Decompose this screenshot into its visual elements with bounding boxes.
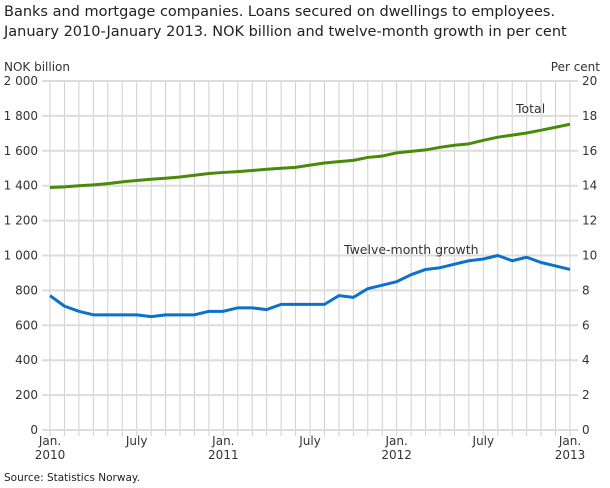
y2-tick-label: 12 [582, 214, 597, 228]
y-tick-label: 1 800 [4, 109, 38, 123]
x-tick-label: July [472, 434, 495, 448]
title-line-2: January 2010-January 2013. NOK billion a… [4, 24, 567, 40]
y-tick-label: 200 [15, 388, 38, 402]
y2-tick-label: 18 [582, 109, 597, 123]
y-axis-label: NOK billion [4, 60, 70, 74]
y2-tick-label: 2 [582, 388, 590, 402]
series-line-total [49, 122, 571, 189]
y-tick-label: 1 400 [4, 179, 38, 193]
y-tick-label: 600 [15, 318, 38, 332]
x-tick-label: July [298, 434, 321, 448]
series-line-growth [49, 254, 571, 319]
x-tick-year: 2013 [555, 448, 586, 462]
x-tick-label: July [125, 434, 148, 448]
chart-title: Banks and mortgage companies. Loans secu… [4, 2, 567, 42]
x-tick-label: Jan. [558, 434, 581, 448]
x-tick-year: 2010 [35, 448, 66, 462]
y-tick-label: 0 [30, 423, 38, 437]
y-tick-label: 400 [15, 353, 38, 367]
y-tick-label: 1 200 [4, 214, 38, 228]
y2-axis-label: Per cent [551, 60, 601, 74]
x-tick-year: 2012 [381, 448, 412, 462]
y-tick-label: 1 000 [4, 249, 38, 263]
x-tick-label: Jan. [38, 434, 61, 448]
y2-tick-label: 16 [582, 144, 597, 158]
x-tick-label: Jan. [385, 434, 408, 448]
y2-tick-label: 0 [582, 423, 590, 437]
y2-tick-label: 4 [582, 353, 590, 367]
x-tick-year: 2011 [208, 448, 239, 462]
y2-tick-label: 10 [582, 249, 597, 263]
y-tick-label: 800 [15, 283, 38, 297]
source-note: Source: Statistics Norway. [4, 472, 140, 484]
y-tick-label: 2 000 [4, 74, 38, 88]
y2-tick-label: 20 [582, 74, 597, 88]
y2-tick-label: 8 [582, 283, 590, 297]
series-label: Twelve-month growth [343, 242, 479, 257]
series-label: Total [515, 101, 545, 116]
y2-tick-label: 6 [582, 318, 590, 332]
title-line-1: Banks and mortgage companies. Loans secu… [4, 4, 556, 20]
y-tick-label: 1 600 [4, 144, 38, 158]
y2-tick-label: 14 [582, 179, 597, 193]
x-tick-label: Jan. [211, 434, 234, 448]
